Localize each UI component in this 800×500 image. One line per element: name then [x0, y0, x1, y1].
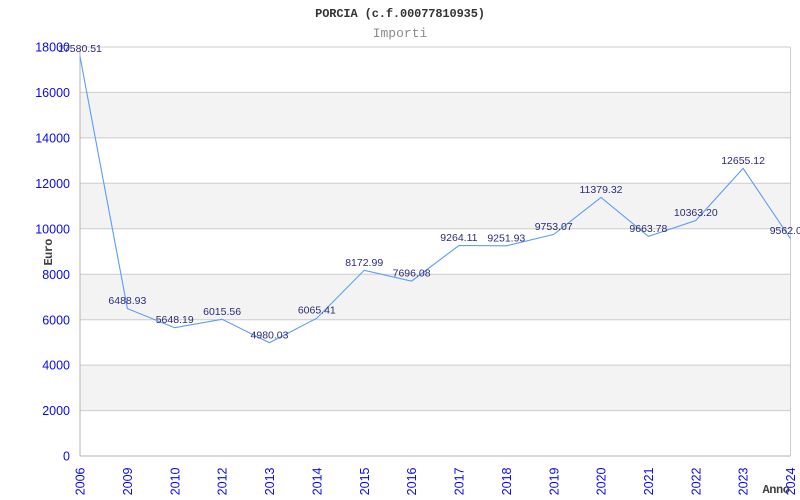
svg-text:6065.41: 6065.41 [298, 305, 336, 317]
svg-text:6015.56: 6015.56 [203, 306, 241, 318]
svg-text:2022: 2022 [689, 467, 703, 495]
svg-text:10363.20: 10363.20 [674, 207, 718, 219]
svg-text:2009: 2009 [121, 467, 135, 495]
svg-text:2018: 2018 [500, 467, 514, 495]
svg-text:11379.32: 11379.32 [579, 184, 622, 196]
svg-text:16000: 16000 [35, 86, 70, 100]
svg-text:0: 0 [63, 450, 70, 464]
svg-text:4000: 4000 [42, 359, 70, 373]
svg-text:2016: 2016 [405, 467, 419, 495]
svg-text:6000: 6000 [42, 313, 70, 327]
svg-text:2021: 2021 [642, 467, 656, 495]
svg-text:2012: 2012 [216, 467, 230, 495]
svg-text:17580.51: 17580.51 [58, 43, 102, 55]
svg-text:2020: 2020 [595, 467, 609, 495]
svg-text:9264.11: 9264.11 [440, 232, 477, 244]
svg-text:Importi: Importi [373, 26, 428, 41]
svg-text:12000: 12000 [35, 177, 70, 191]
svg-text:9562.04: 9562.04 [770, 225, 800, 237]
svg-text:2014: 2014 [310, 467, 324, 495]
svg-text:2010: 2010 [168, 467, 182, 495]
svg-text:8000: 8000 [42, 268, 70, 282]
svg-text:2000: 2000 [42, 404, 70, 418]
svg-text:6488.93: 6488.93 [108, 295, 146, 307]
svg-text:2015: 2015 [358, 467, 372, 495]
svg-text:7696.08: 7696.08 [393, 268, 431, 280]
svg-text:4980.03: 4980.03 [251, 329, 289, 341]
svg-text:2006: 2006 [74, 467, 88, 495]
svg-text:PORCIA (c.f.00077810935): PORCIA (c.f.00077810935) [315, 7, 485, 21]
svg-text:5648.19: 5648.19 [156, 314, 194, 326]
svg-text:12655.12: 12655.12 [721, 155, 765, 167]
svg-text:Anno: Anno [762, 483, 789, 497]
svg-text:2019: 2019 [547, 467, 561, 495]
svg-text:8172.99: 8172.99 [345, 257, 383, 269]
svg-text:14000: 14000 [35, 132, 70, 146]
svg-text:2024: 2024 [784, 467, 798, 495]
svg-text:2013: 2013 [263, 467, 277, 495]
svg-text:9251.93: 9251.93 [487, 232, 525, 244]
svg-text:Euro: Euro [42, 239, 56, 266]
svg-text:2023: 2023 [737, 467, 751, 495]
svg-text:9663.78: 9663.78 [629, 223, 667, 235]
svg-text:18000: 18000 [35, 41, 70, 55]
svg-text:10000: 10000 [35, 222, 70, 236]
svg-text:2017: 2017 [453, 467, 467, 495]
svg-text:9753.07: 9753.07 [535, 221, 573, 233]
